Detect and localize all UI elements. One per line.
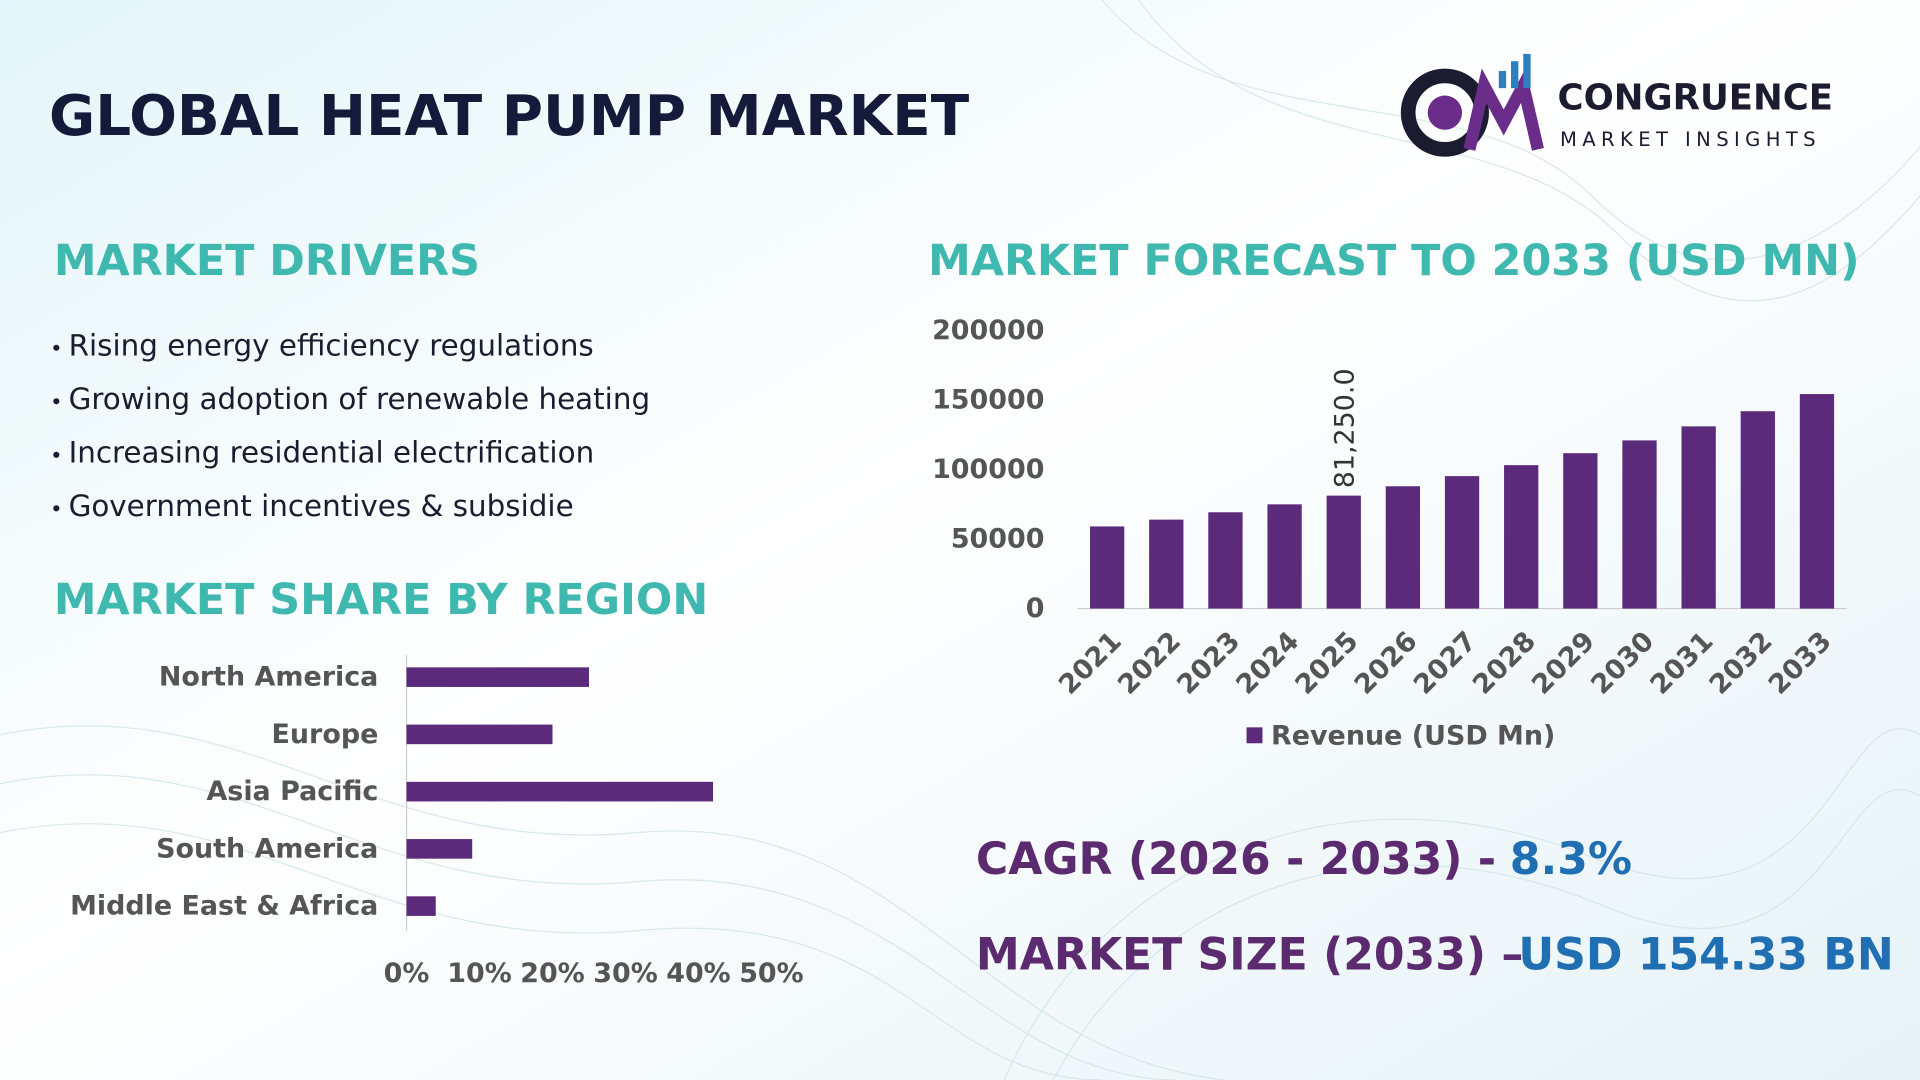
x-tick-label: 10% [447,958,511,989]
y-tick-label: North America [159,662,378,693]
bullet [53,398,60,405]
logo-bar [1523,53,1531,89]
y-tick-label: Europe [272,719,379,750]
driver-item: Increasing residential electrification [69,435,595,469]
bar [406,896,436,916]
bar [1681,426,1716,609]
bar [1267,504,1302,609]
logo-bar [1498,71,1507,89]
y-tick-label: South America [156,833,378,864]
driver-item: Rising energy efficiency regulations [69,328,594,362]
logo-m [1463,68,1544,151]
bar [1089,526,1125,609]
value-label: 81,250.0 [1329,368,1360,488]
page-title: GLOBAL HEAT PUMP MARKET [49,84,970,149]
y-tick-label: 150000 [932,385,1044,416]
legend-swatch [1246,727,1263,744]
bar [1385,486,1421,609]
bar [1504,465,1539,609]
bar [1326,495,1361,609]
x-tick-label: 0% [384,958,430,989]
legend-label: Revenue (USD Mn) [1271,720,1555,751]
highlight-value: 8.3% [1510,834,1632,885]
bar [1149,519,1184,609]
highlight-value: USD 154.33 BN [1518,930,1893,981]
logo-bar [1511,61,1519,89]
bar [406,839,473,859]
bullet [53,344,60,351]
x-tick-label: 20% [520,958,584,989]
bar [1444,476,1480,609]
section-title: MARKET SHARE BY REGION [54,575,708,625]
bullet [53,451,60,458]
section-title: MARKET DRIVERS [54,236,480,286]
bar [406,781,714,802]
y-tick-label: Middle East & Africa [70,891,378,922]
bullet [53,505,60,512]
bar [406,667,589,687]
y-tick-label: Asia Pacific [206,776,378,807]
bar [1799,394,1835,609]
section-title: MARKET FORECAST TO 2033 (USD MN) [928,236,1859,286]
driver-item: Government incentives & subsidie [69,489,574,523]
logo-tagline: MARKET INSIGHTS [1560,128,1821,151]
bar [1563,453,1598,609]
bar [1208,512,1243,609]
highlights: CAGR (2026 - 2033) - 8.3% MARKET SIZE (203… [976,834,1894,981]
bar [1740,411,1775,609]
highlight-label: CAGR (2026 - 2033) - [976,834,1496,885]
y-tick-label: 200000 [932,315,1044,346]
logo-name: CONGRUENCE [1558,77,1834,118]
x-tick-label: 50% [739,958,803,989]
y-tick-label: 0 [1026,593,1045,624]
x-tick-label: 30% [593,958,657,989]
y-tick-label: 50000 [951,524,1045,555]
logo-globe [1427,95,1463,130]
x-tick-label: 40% [666,958,730,989]
highlight-label: MARKET SIZE (2033) – [976,930,1524,981]
bar [1622,440,1657,609]
region-chart: 0% 10% 20% 30% 40% 50% North America Europe Asia… [70,655,804,989]
logo: CONGRUENCE MARKET INSIGHTS [1400,53,1834,157]
drivers-list: Rising energy efficiency regulations Grow… [53,328,650,523]
driver-item: Growing adoption of renewable heating [69,382,651,416]
bar [406,724,553,745]
y-tick-label: 100000 [932,454,1044,485]
